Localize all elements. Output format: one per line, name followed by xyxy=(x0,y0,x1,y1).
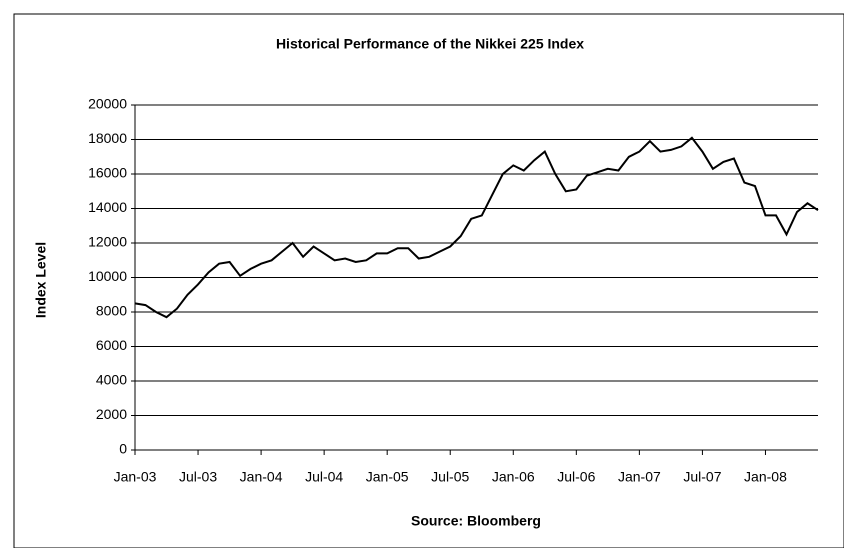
y-tick-label: 0 xyxy=(119,441,127,457)
chart-frame xyxy=(13,13,844,548)
x-tick-label: Jul-05 xyxy=(431,469,469,485)
x-tick-label: Jul-03 xyxy=(179,469,217,485)
chart-title: Historical Performance of the Nikkei 225… xyxy=(276,36,584,52)
x-tick-label: Jul-07 xyxy=(683,469,721,485)
x-tick-label: Jan-04 xyxy=(240,469,283,485)
y-tick-label: 18000 xyxy=(88,130,127,146)
y-tick-label: 2000 xyxy=(96,406,127,422)
x-tick-label: Jan-07 xyxy=(618,469,661,485)
y-tick-label: 12000 xyxy=(88,234,127,250)
x-tick-label: Jan-06 xyxy=(492,469,535,485)
y-tick-label: 10000 xyxy=(88,268,127,284)
x-tick-label: Jan-08 xyxy=(744,469,787,485)
x-tick-label: Jul-06 xyxy=(557,469,595,485)
y-axis-label: Index Level xyxy=(33,242,49,318)
y-tick-label: 20000 xyxy=(88,96,127,112)
y-tick-label: 6000 xyxy=(96,337,127,353)
y-tick-label: 8000 xyxy=(96,303,127,319)
x-tick-label: Jul-04 xyxy=(305,469,343,485)
y-tick-label: 4000 xyxy=(96,372,127,388)
x-tick-label: Jan-05 xyxy=(366,469,409,485)
y-tick-label: 14000 xyxy=(88,199,127,215)
line xyxy=(134,136,819,319)
y-tick-label: 16000 xyxy=(88,165,127,181)
x-tick-label: Jan-03 xyxy=(114,469,157,485)
x-axis-label: Source: Bloomberg xyxy=(411,513,541,529)
